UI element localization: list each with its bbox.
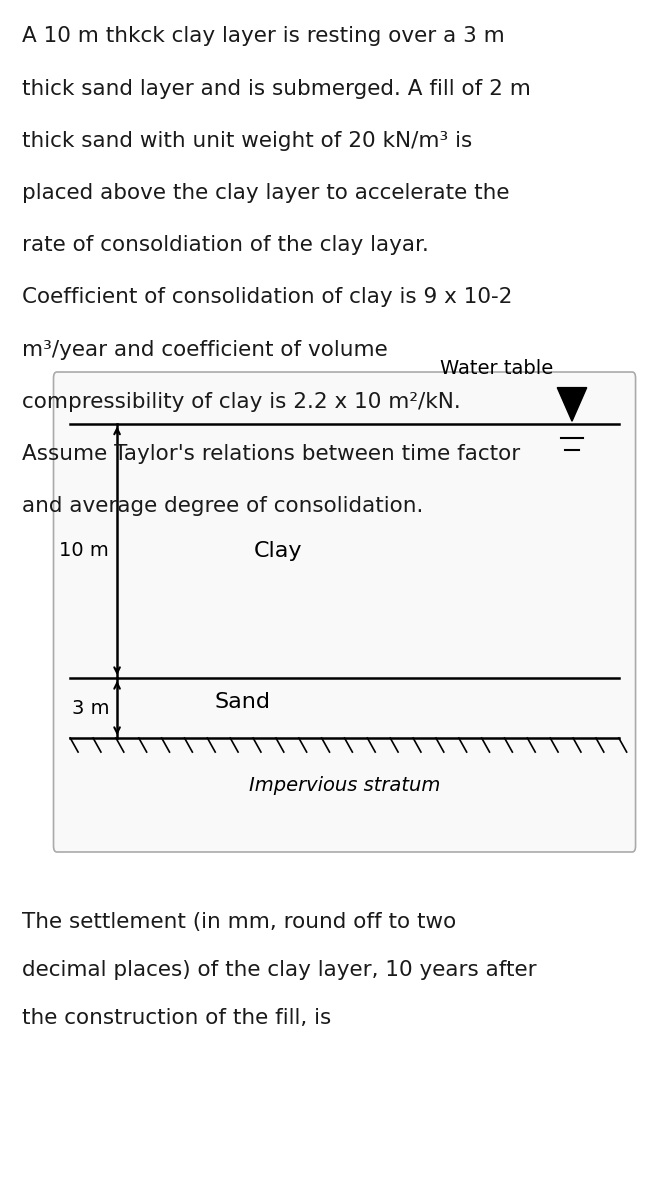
Text: 10 m: 10 m [60,541,109,560]
Text: Sand: Sand [214,692,270,712]
Text: decimal places) of the clay layer, 10 years after: decimal places) of the clay layer, 10 ye… [22,960,537,980]
Text: placed above the clay layer to accelerate the: placed above the clay layer to accelerat… [22,184,510,203]
Text: Impervious stratum: Impervious stratum [249,776,440,796]
Text: The settlement (in mm, round off to two: The settlement (in mm, round off to two [22,912,456,932]
Text: Clay: Clay [254,541,302,560]
Text: thick sand layer and is submerged. A fill of 2 m: thick sand layer and is submerged. A fil… [22,78,531,98]
Text: rate of consoldiation of the clay layar.: rate of consoldiation of the clay layar. [22,235,429,256]
Text: compressibility of clay is 2.2 x 10 m²/kN.: compressibility of clay is 2.2 x 10 m²/k… [22,391,461,412]
Text: Water table: Water table [440,359,553,378]
FancyBboxPatch shape [54,372,636,852]
Text: the construction of the fill, is: the construction of the fill, is [22,1008,331,1028]
Text: Coefficient of consolidation of clay is 9 x 10-2: Coefficient of consolidation of clay is … [22,288,512,307]
Text: 3 m: 3 m [72,698,109,718]
Polygon shape [557,388,587,421]
Text: Assume Taylor's relations between time factor: Assume Taylor's relations between time f… [22,444,520,464]
Text: thick sand with unit weight of 20 kN/m³ is: thick sand with unit weight of 20 kN/m³ … [22,131,472,151]
Text: A 10 m thkck clay layer is resting over a 3 m: A 10 m thkck clay layer is resting over … [22,26,505,47]
Text: and average degree of consolidation.: and average degree of consolidation. [22,496,423,516]
Text: m³/year and coefficient of volume: m³/year and coefficient of volume [22,340,388,360]
